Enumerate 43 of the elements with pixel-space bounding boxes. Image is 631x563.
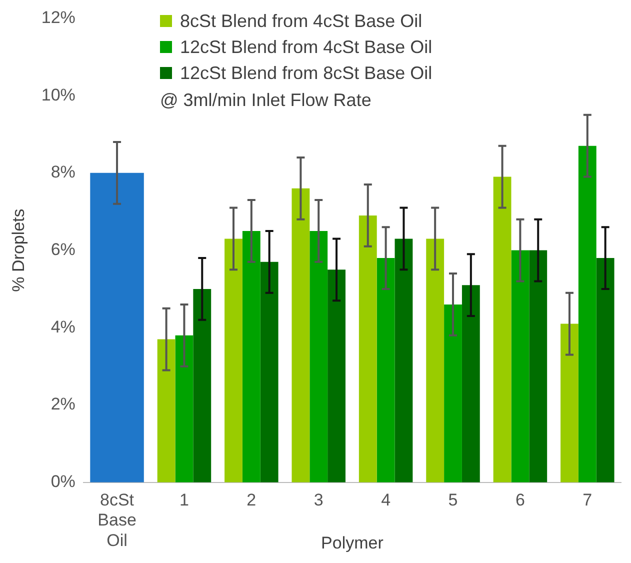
y-tick-label: 4% <box>50 317 76 336</box>
y-tick-label: 0% <box>50 472 76 492</box>
bar <box>90 172 144 482</box>
bar <box>394 238 413 482</box>
x-tick-label: 7 <box>582 490 592 510</box>
y-tick-label: 12% <box>41 8 76 27</box>
bar <box>462 285 480 482</box>
x-tick-label: 2 <box>246 490 256 510</box>
bar <box>260 262 278 482</box>
bar <box>444 304 462 482</box>
bar <box>376 258 395 482</box>
x-tick-label: 6 <box>515 490 525 510</box>
bar <box>529 250 548 482</box>
y-tick-label: 8% <box>50 162 76 182</box>
legend-label: 8cSt Blend from 4cSt Base Oil <box>180 10 422 32</box>
bar <box>193 288 212 482</box>
bar <box>328 270 346 482</box>
x-tick-label: 3 <box>314 490 324 510</box>
x-axis-title: Polymer <box>321 533 384 552</box>
bar <box>242 230 260 482</box>
x-tick-label: 1 <box>179 490 189 510</box>
bar <box>596 258 614 482</box>
bar <box>310 230 328 482</box>
annotation: @ 3ml/min Inlet Flow Rate <box>160 90 372 111</box>
bar <box>511 250 530 482</box>
legend-label: 12cSt Blend from 8cSt Base Oil <box>180 62 432 84</box>
bar <box>426 238 444 482</box>
bar <box>560 324 578 482</box>
x-tick-label: 4 <box>381 490 391 510</box>
y-tick-label: 2% <box>50 394 76 414</box>
y-axis-title: % Droplets <box>8 208 28 292</box>
legend-label: 12cSt Blend from 4cSt Base Oil <box>180 36 432 58</box>
bar <box>157 339 176 482</box>
bar <box>224 238 242 482</box>
bar <box>175 335 194 482</box>
bar <box>292 188 310 482</box>
bar <box>493 176 512 482</box>
bar <box>578 146 596 482</box>
bar <box>358 215 377 482</box>
x-tick-label: 8cSt Base Oil <box>98 490 136 550</box>
x-tick-label: 5 <box>448 490 458 510</box>
y-tick-label: 10% <box>41 85 76 104</box>
y-tick-label: 6% <box>50 240 76 259</box>
